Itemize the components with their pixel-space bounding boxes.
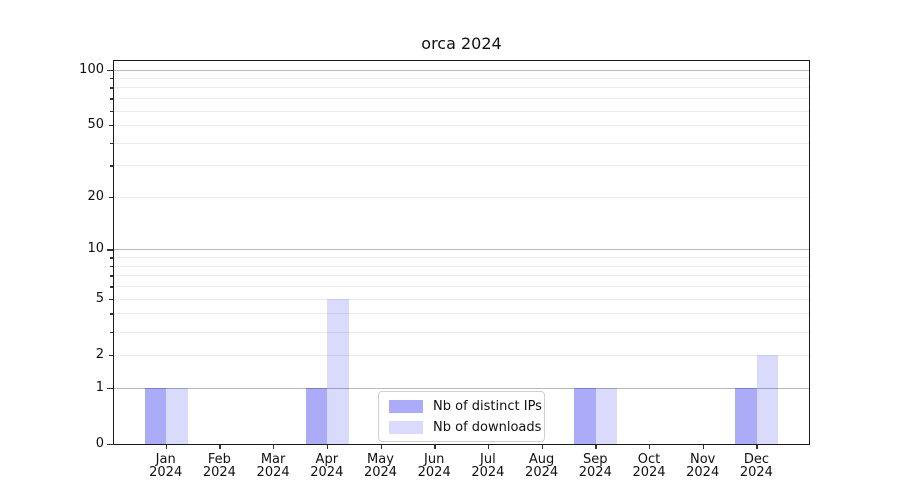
bar-dec-s0 [735,387,757,444]
gridline-minor [114,331,809,333]
x-tick-label: Jan 2024 [149,452,183,480]
gridline-minor [114,298,809,300]
gridline-minor [114,87,809,89]
gridline-minor [114,257,809,259]
y-minor-tick-mark [110,275,113,277]
x-tick-label: Apr 2024 [310,452,344,480]
y-tick-label: 50 [87,117,104,133]
x-tick-mark [541,445,543,449]
x-tick-mark [273,445,275,449]
y-minor-tick-mark [110,142,113,145]
y-minor-tick-mark [110,110,113,112]
y-minor-tick-mark [110,257,113,259]
plot-area [113,60,810,445]
y-tick-mark [109,298,113,301]
x-tick-label: Oct 2024 [632,452,666,480]
x-tick-label: Mar 2024 [256,452,290,480]
gridline-minor [114,110,809,112]
bar-jan-s1 [166,387,188,444]
gridline-minor [114,197,809,198]
y-tick-label: 100 [79,61,104,77]
legend-swatch-distinct-ips [389,399,423,413]
y-minor-tick-mark [110,313,113,315]
y-minor-tick-mark [110,165,113,167]
x-tick-mark [595,445,597,449]
y-tick-label: 0 [95,436,104,451]
y-minor-tick-mark [110,265,113,268]
y-tick-label: 5 [95,290,104,306]
gridline-minor [114,286,809,288]
x-tick-mark [756,445,758,449]
y-minor-tick-mark [110,286,113,288]
gridline-minor [114,165,809,167]
legend-label-distinct-ips: Nb of distinct IPs [433,398,542,414]
gridline-major [114,69,809,71]
legend: Nb of distinct IPs Nb of downloads [378,391,545,442]
y-minor-tick-mark [110,78,113,80]
y-tick-label: 10 [87,241,104,257]
legend-swatch-downloads [389,420,423,434]
gridline-minor [114,142,809,144]
x-tick-label: Feb 2024 [202,452,236,480]
x-tick-mark [434,445,436,449]
x-tick-label: Nov 2024 [686,452,720,480]
y-tick-mark [109,197,113,199]
x-tick-label: Dec 2024 [739,452,773,480]
x-tick-label: Jul 2024 [471,452,505,480]
gridline-major [114,249,809,251]
x-tick-mark [380,445,382,449]
y-tick-mark [109,125,113,127]
y-tick-mark [107,387,113,390]
gridline-minor [114,354,809,356]
x-tick-mark [487,445,490,449]
legend-item-distinct-ips: Nb of distinct IPs [389,397,542,415]
bar-sep-s1 [595,387,618,444]
y-minor-tick-mark [110,87,113,89]
gridline-minor [114,78,809,80]
y-tick-mark [107,444,113,446]
gridline-major [114,387,809,389]
gridline-minor [114,313,809,315]
legend-item-downloads: Nb of downloads [389,418,541,436]
y-minor-tick-mark [110,98,113,100]
y-tick-mark [109,354,113,357]
chart-title: orca 2024 [421,34,502,53]
x-tick-mark [219,445,221,449]
bar-apr-s1 [327,298,349,444]
x-tick-label: Jun 2024 [417,452,451,480]
y-tick-label: 20 [87,189,104,204]
bar-dec-s1 [756,354,779,444]
x-tick-mark [165,445,168,449]
x-tick-mark [326,445,329,449]
gridline-minor [114,125,809,127]
y-tick-label: 1 [95,379,104,395]
x-tick-mark [702,445,705,449]
x-tick-label: May 2024 [363,452,398,480]
gridline-minor [114,275,809,277]
y-tick-mark [107,69,113,71]
gridline-minor [114,265,809,267]
x-tick-mark [649,445,651,449]
y-tick-mark [107,249,113,251]
gridline-minor [114,98,809,100]
bar-sep-s0 [574,387,596,444]
y-minor-tick-mark [110,331,113,333]
x-tick-label: Aug 2024 [525,452,559,480]
bar-apr-s0 [305,387,328,444]
y-tick-label: 2 [95,346,104,362]
x-tick-label: Sep 2024 [578,452,612,480]
bar-jan-s0 [144,387,167,444]
legend-label-downloads: Nb of downloads [433,419,542,435]
